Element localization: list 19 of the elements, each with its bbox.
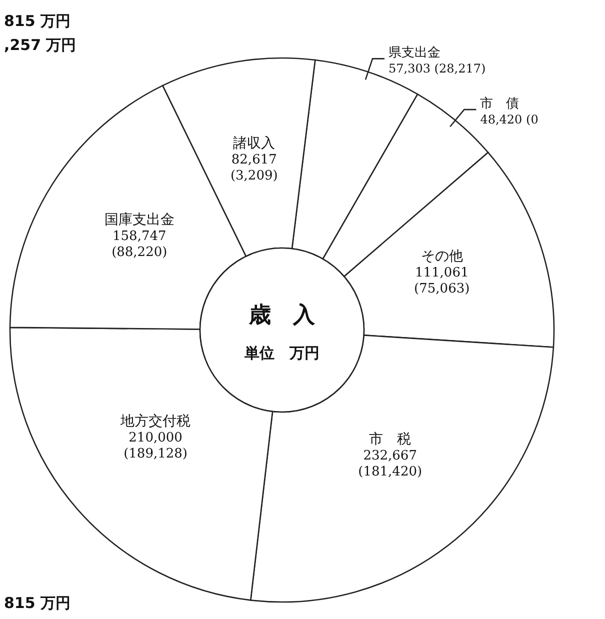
text: 歳 入: [248, 303, 316, 328]
slice-label: その他: [420, 248, 463, 264]
slice-label: 市 債: [480, 96, 520, 112]
data-label: 82,617 (3,209): [230, 152, 278, 184]
data-label: 111,061 (75,063): [414, 265, 470, 296]
text: 815 万円: [4, 12, 71, 30]
slice-label: 国庫支出金: [104, 212, 174, 228]
slice-label: 諸収入: [233, 136, 276, 152]
slice-label: 県支出金: [388, 46, 441, 61]
text: 単位 万円: [244, 344, 320, 362]
data-label: 158,747 (88,220): [112, 228, 168, 260]
slice-label: 市 税: [369, 431, 412, 448]
data-label: 210,000 (189,128): [124, 430, 188, 462]
data-label: 48,420 (0: [480, 112, 538, 127]
text: ,257 万円: [4, 36, 76, 54]
text: 815 万円: [4, 594, 71, 612]
data-label: 57,303 (28,217): [388, 62, 486, 76]
slice-label: 地方交付税: [120, 414, 191, 430]
data-label: 232,667 (181,420): [358, 448, 422, 480]
